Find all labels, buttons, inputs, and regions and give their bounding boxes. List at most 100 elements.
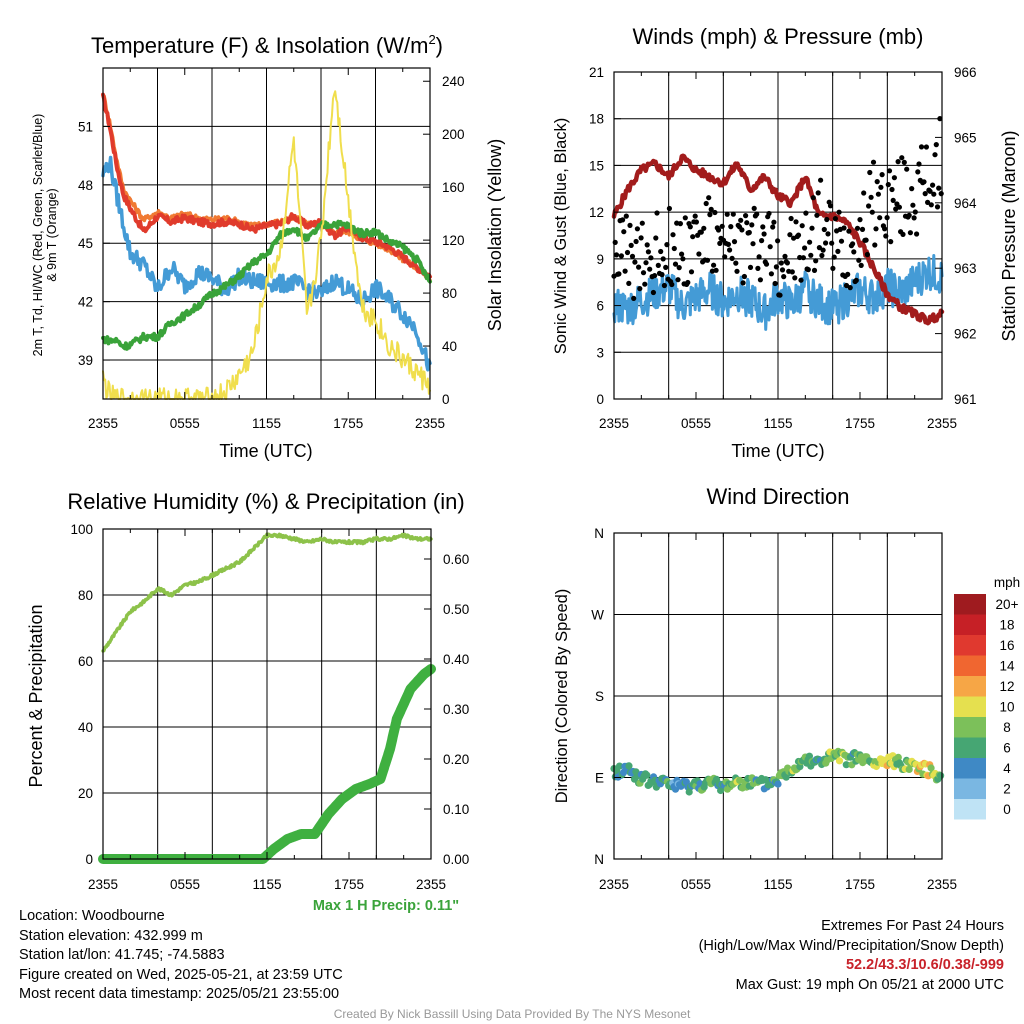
gust-point <box>909 186 915 192</box>
gust-point <box>799 223 805 229</box>
gust-point <box>835 248 841 254</box>
direction-point <box>774 780 782 788</box>
gust-point <box>883 233 889 239</box>
x-tick-label: 2355 <box>88 877 118 892</box>
gust-point <box>789 269 795 275</box>
y-tick-label: 0 <box>85 852 93 867</box>
gust-point <box>802 245 808 251</box>
gust-point <box>778 260 784 266</box>
colorbar-swatch <box>954 635 986 656</box>
gust-point <box>856 257 862 263</box>
y-tick-label: 51 <box>78 119 93 134</box>
gust-point <box>923 144 930 150</box>
temp-y-axis-label-line2: & 9m T (Orange) <box>45 188 59 281</box>
gust-point <box>730 211 736 217</box>
direction-point <box>615 762 624 770</box>
y-tick-label: 48 <box>78 178 93 193</box>
gust-point <box>633 238 639 245</box>
gust-point <box>858 262 864 268</box>
gust-point <box>890 197 896 203</box>
rh-title: Relative Humidity (%) & Precipitation (i… <box>67 489 464 514</box>
gust-point <box>743 213 749 219</box>
y-tick-label: 3 <box>596 345 604 360</box>
colorbar-label: 2 <box>1003 782 1011 797</box>
x-tick-label: 2355 <box>599 877 629 892</box>
gust-point <box>851 249 857 255</box>
colorbar-swatch <box>954 758 986 779</box>
gust-point <box>722 254 728 260</box>
gust-point <box>869 209 875 215</box>
gust-point <box>838 238 845 244</box>
gust-point <box>836 209 842 215</box>
extremes-block: Extremes For Past 24 Hours (High/Low/Max… <box>699 917 1004 995</box>
wind-x-axis-label: Time (UTC) <box>731 441 824 461</box>
y-tick-label: 20 <box>78 786 93 801</box>
y2-tick-label: 0.20 <box>443 752 469 767</box>
colorbar-label: 8 <box>1003 720 1011 735</box>
gust-point <box>829 240 835 246</box>
gust-point <box>859 226 866 232</box>
gust-point <box>687 224 693 230</box>
gust-point <box>706 195 712 201</box>
colorbar-swatch <box>954 737 986 758</box>
gust-point <box>738 217 744 223</box>
gust-point <box>708 206 714 212</box>
gust-point <box>784 260 791 266</box>
gust-point <box>910 202 916 208</box>
station-info: Location: Woodbourne Station elevation: … <box>19 907 343 1005</box>
x-tick-label: 0555 <box>170 877 200 892</box>
gust-point <box>877 215 883 221</box>
colorbar-label: 0 <box>1003 802 1011 817</box>
gust-point <box>906 212 912 218</box>
gust-point <box>915 169 921 175</box>
dewpoint-line <box>101 219 432 351</box>
gust-point <box>797 254 803 261</box>
gust-point <box>666 205 673 212</box>
colorbar-swatch <box>954 799 986 820</box>
gust-point <box>647 266 653 272</box>
gust-point <box>755 265 761 271</box>
colorbar-label: 6 <box>1003 741 1011 756</box>
gust-point <box>677 221 684 227</box>
gust-point <box>811 267 818 273</box>
y2-tick-label: 961 <box>954 392 977 407</box>
gust-point <box>891 175 898 181</box>
dir-series <box>610 747 945 796</box>
gust-point <box>620 217 626 223</box>
y2-tick-label: 0 <box>442 392 450 407</box>
gust-point <box>934 204 941 210</box>
gust-point <box>636 264 642 270</box>
wind-panel: 0 3 6 9 12 15 18 21 961 962 963 964 965 966 2355 0555… <box>552 65 1019 461</box>
gust-point <box>777 292 783 298</box>
gust-point <box>759 238 765 244</box>
gust-point <box>613 252 620 258</box>
gust-point <box>809 225 815 231</box>
x-tick-label: 2355 <box>599 416 629 431</box>
gust-point <box>846 228 852 234</box>
rh-x-tick-labels: 2355 0555 1155 1755 2355 <box>88 877 446 892</box>
y-tick-label: 21 <box>589 65 604 80</box>
y-tick-label: N <box>594 852 604 867</box>
gust-point <box>904 166 910 172</box>
colorbar-swatch <box>954 676 986 697</box>
gust-point <box>901 159 907 165</box>
credit-line: Created By Nick Bassill Using Data Provi… <box>333 1007 691 1021</box>
gust-point <box>744 220 750 226</box>
y-tick-label: 39 <box>78 353 93 368</box>
temp-y2-tick-labels: 0 40 80 120 160 200 240 <box>442 74 465 407</box>
gust-point <box>655 262 661 268</box>
gust-point <box>640 270 647 276</box>
y-tick-label: 60 <box>78 654 93 669</box>
y-tick-label: 45 <box>78 236 93 251</box>
y-tick-label: W <box>591 608 604 623</box>
gust-point <box>707 212 713 218</box>
gust-point <box>701 225 707 231</box>
gust-point <box>931 191 937 197</box>
gust-point <box>792 275 798 281</box>
direction-point <box>927 764 935 772</box>
gust-point <box>725 241 732 247</box>
gust-point <box>773 264 780 270</box>
gust-point <box>914 231 920 237</box>
x-tick-label: 2355 <box>416 877 446 892</box>
gust-point <box>766 210 772 217</box>
